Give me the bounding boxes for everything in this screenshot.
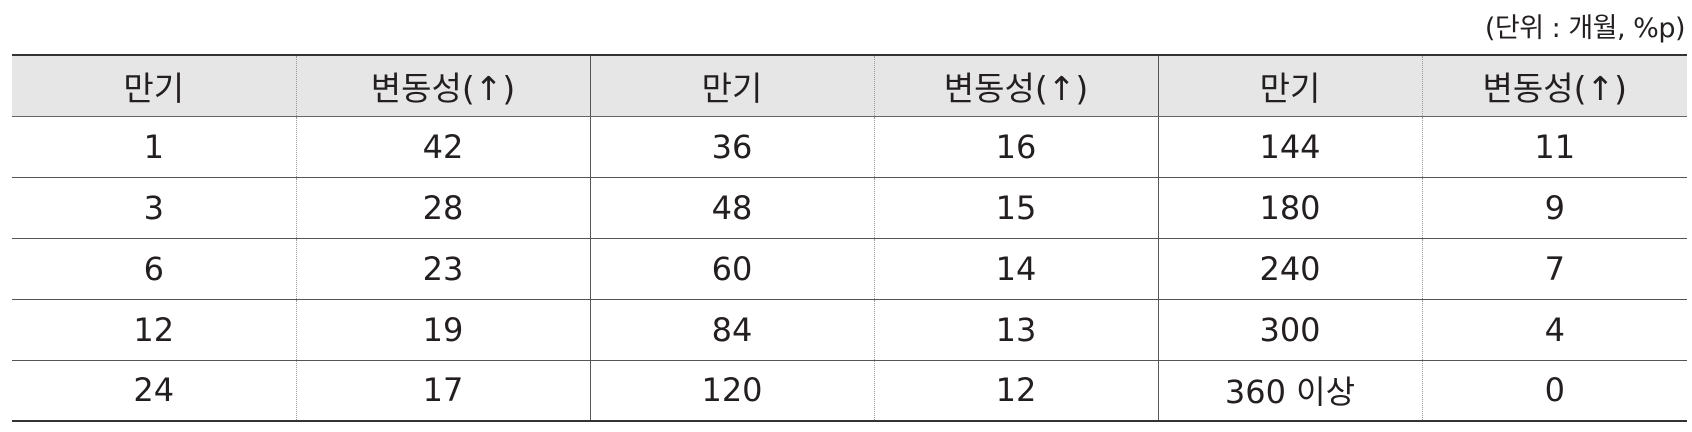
- volatility-cell: 16: [874, 116, 1159, 178]
- volatility-cell: 11: [1422, 116, 1687, 178]
- volatility-cell: 7: [1422, 238, 1687, 300]
- volatility-cell: 9: [1422, 177, 1687, 239]
- column-header-maturity: 만기: [1158, 54, 1423, 117]
- maturity-cell: 120: [590, 360, 875, 422]
- volatility-cell: 4: [1422, 299, 1687, 361]
- maturity-cell: 300: [1158, 299, 1423, 361]
- table-row: 24 17 120 12 360 이상 0: [12, 360, 1687, 422]
- maturity-cell: 3: [12, 177, 297, 239]
- maturity-cell: 24: [12, 360, 297, 422]
- maturity-cell: 36: [590, 116, 875, 178]
- maturity-volatility-table: 만기 변동성(↑) 만기 변동성(↑) 만기 변동성(↑) 1 42 36 16…: [12, 54, 1687, 422]
- volatility-cell: 28: [296, 177, 591, 239]
- volatility-cell: 0: [1422, 360, 1687, 422]
- maturity-cell: 60: [590, 238, 875, 300]
- volatility-cell: 42: [296, 116, 591, 178]
- maturity-cell: 6: [12, 238, 297, 300]
- volatility-cell: 14: [874, 238, 1159, 300]
- column-header-maturity: 만기: [590, 54, 875, 117]
- maturity-cell: 12: [12, 299, 297, 361]
- maturity-cell: 180: [1158, 177, 1423, 239]
- maturity-cell: 1: [12, 116, 297, 178]
- volatility-cell: 12: [874, 360, 1159, 422]
- column-header-volatility: 변동성(↑): [1422, 54, 1687, 117]
- table-row: 1 42 36 16 144 11: [12, 116, 1687, 178]
- unit-note: (단위 : 개월, %p): [1484, 13, 1686, 44]
- column-header-volatility: 변동성(↑): [874, 54, 1159, 117]
- column-header-maturity: 만기: [12, 54, 297, 117]
- column-header-volatility: 변동성(↑): [296, 54, 591, 117]
- volatility-cell: 13: [874, 299, 1159, 361]
- volatility-cell: 17: [296, 360, 591, 422]
- maturity-cell: 48: [590, 177, 875, 239]
- maturity-cell: 84: [590, 299, 875, 361]
- table-row: 3 28 48 15 180 9: [12, 177, 1687, 239]
- header-row: 만기 변동성(↑) 만기 변동성(↑) 만기 변동성(↑): [12, 54, 1687, 117]
- volatility-cell: 23: [296, 238, 591, 300]
- volatility-cell: 19: [296, 299, 591, 361]
- maturity-cell: 144: [1158, 116, 1423, 178]
- table-row: 12 19 84 13 300 4: [12, 299, 1687, 361]
- volatility-cell: 15: [874, 177, 1159, 239]
- table-row: 6 23 60 14 240 7: [12, 238, 1687, 300]
- maturity-cell: 360 이상: [1158, 360, 1423, 422]
- maturity-cell: 240: [1158, 238, 1423, 300]
